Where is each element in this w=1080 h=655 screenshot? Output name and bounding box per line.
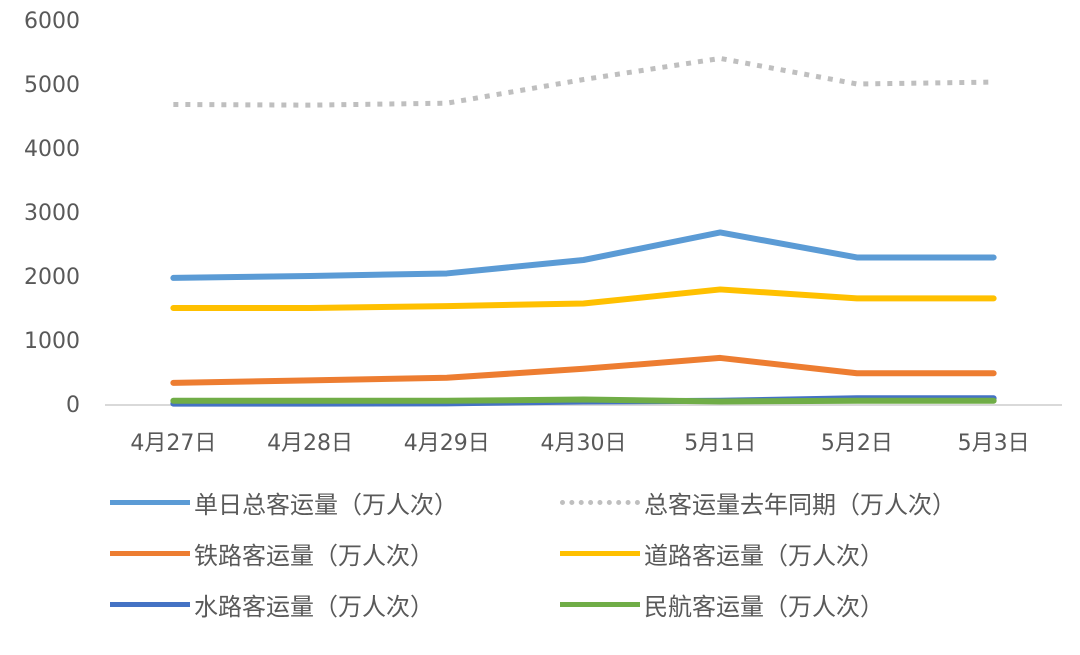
- legend-label-rail: 铁路客运量（万人次）: [194, 541, 434, 570]
- series-line-1: [173, 55, 994, 108]
- x-axis-ticks: 4月27日 4月28日 4月29日 4月30日 5月1日 5月2日 5月3日: [130, 431, 1029, 456]
- legend-label-waterway: 水路客运量（万人次）: [194, 592, 434, 621]
- legend-label-road: 道路客运量（万人次）: [644, 541, 884, 570]
- series-lines: [170, 55, 997, 407]
- legend-item-road: 道路客运量（万人次）: [560, 533, 884, 573]
- legend-item-aviation: 民航客运量（万人次）: [560, 584, 884, 624]
- line-chart: 0 1000 2000 3000 4000 5000 6000 4月27日 4月28日 4月29…: [24, 9, 1062, 456]
- legend-item-rail: 铁路客运量（万人次）: [110, 533, 434, 573]
- legend-swatch-road: [560, 550, 640, 556]
- legend-swatch-total-daily: [110, 499, 190, 505]
- series-line-2: [170, 354, 997, 386]
- x-tick-label: 4月27日: [130, 431, 216, 456]
- y-tick-label: 1000: [24, 329, 80, 354]
- y-tick-label: 5000: [24, 73, 80, 98]
- x-tick-label: 5月1日: [684, 431, 756, 456]
- legend-label-total-last-year: 总客运量去年同期（万人次）: [644, 490, 956, 519]
- x-tick-label: 5月2日: [821, 431, 893, 456]
- legend-swatch-aviation: [560, 601, 640, 607]
- x-tick-label: 4月29日: [404, 431, 490, 456]
- y-tick-label: 3000: [24, 201, 80, 226]
- legend-swatch-waterway: [110, 601, 190, 607]
- legend-label-aviation: 民航客运量（万人次）: [644, 592, 884, 621]
- x-tick-label: 4月28日: [267, 431, 353, 456]
- y-tick-label: 2000: [24, 265, 80, 290]
- legend-label-total-daily: 单日总客运量（万人次）: [194, 490, 458, 519]
- series-line-0: [170, 229, 997, 281]
- legend-item-total-last-year: 总客运量去年同期（万人次）: [560, 482, 956, 522]
- series-line-5: [170, 396, 997, 405]
- y-tick-label: 0: [66, 393, 80, 418]
- x-tick-label: 5月3日: [958, 431, 1030, 456]
- x-tick-label: 4月30日: [541, 431, 627, 456]
- series-line-3: [170, 286, 997, 311]
- y-tick-label: 4000: [24, 137, 80, 162]
- y-axis-ticks: 0 1000 2000 3000 4000 5000 6000: [24, 9, 80, 418]
- legend-swatch-rail: [110, 550, 190, 556]
- legend-item-total-daily: 单日总客运量（万人次）: [110, 482, 458, 522]
- y-tick-label: 6000: [24, 9, 80, 34]
- legend-item-waterway: 水路客运量（万人次）: [110, 584, 434, 624]
- legend-swatch-total-last-year: [560, 499, 640, 505]
